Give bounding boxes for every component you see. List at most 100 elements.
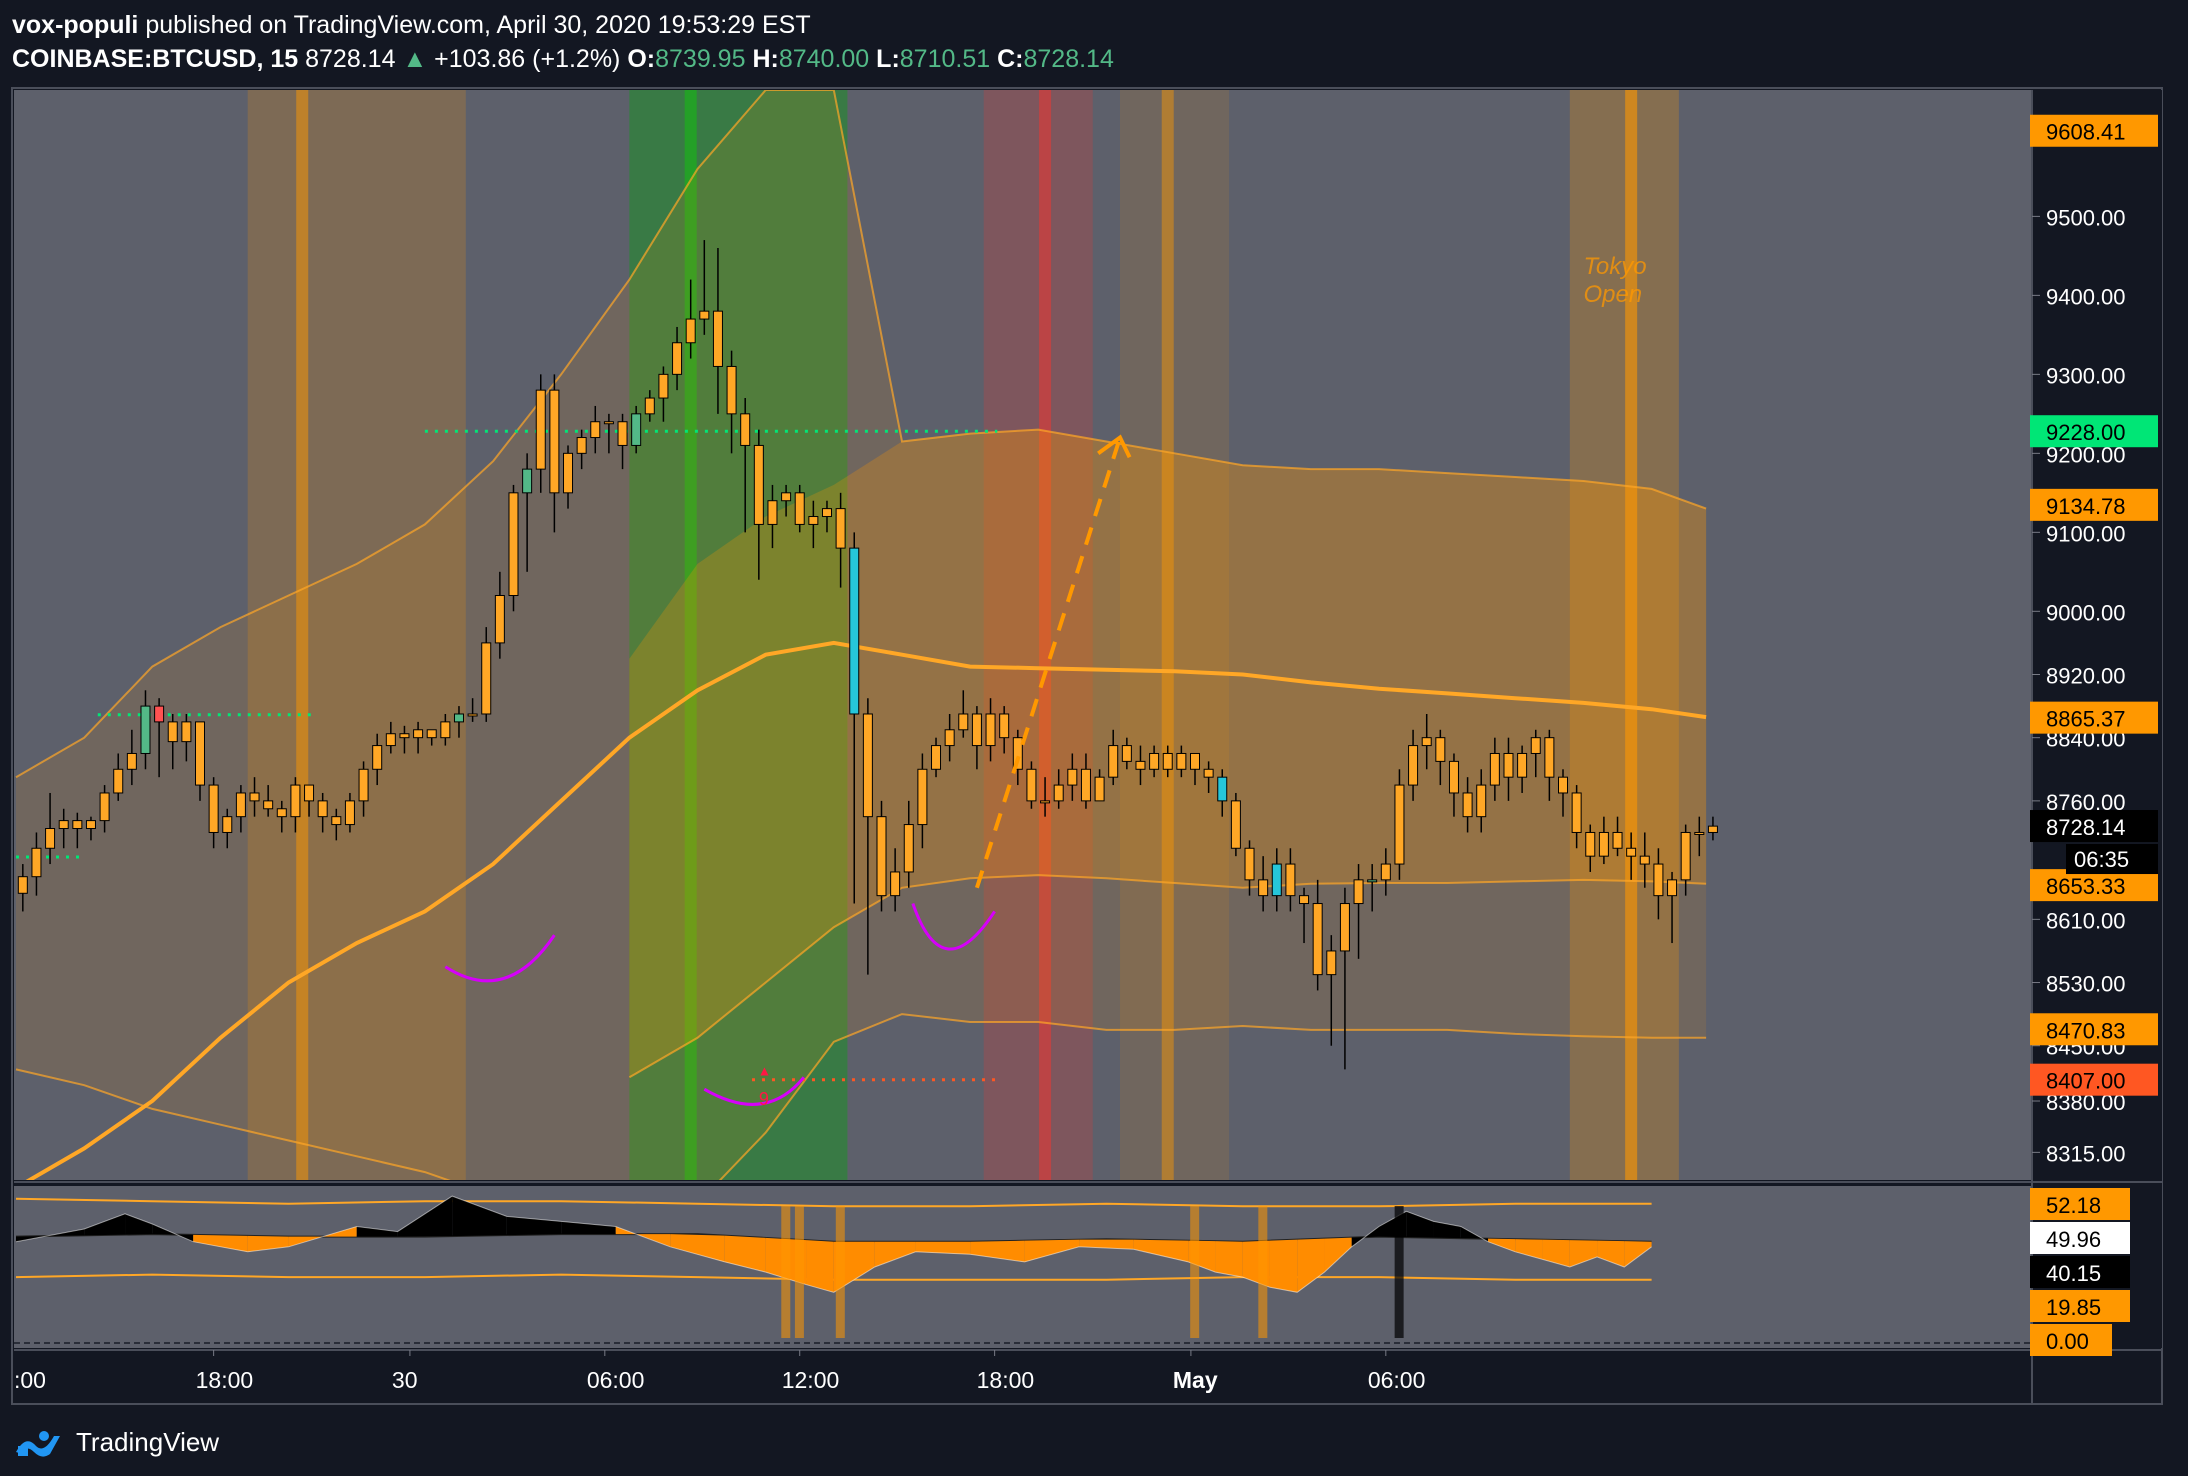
oscillator-pane[interactable] [14, 1186, 2032, 1348]
candle-body [1435, 737, 1446, 762]
candle-body [903, 824, 914, 873]
osc-marker-bar [835, 1206, 845, 1338]
candle-body [154, 705, 165, 723]
candle-body [99, 792, 110, 822]
osc-marker-bar [794, 1206, 804, 1338]
candle-body [1503, 752, 1514, 778]
high-label: H: [752, 45, 779, 73]
candle-body [1326, 950, 1337, 976]
candle-body [222, 816, 233, 833]
candle-body [794, 492, 805, 525]
candle-body [944, 729, 955, 747]
candle-body [1012, 737, 1023, 770]
footer: TradingView [14, 1422, 219, 1462]
candle-body [958, 713, 969, 731]
time-tick-label: 06:00 [587, 1367, 645, 1393]
candle-body [726, 365, 737, 415]
time-tick-label: 18:00 [196, 1367, 254, 1393]
osc-tag-label: 52.18 [2046, 1193, 2101, 1218]
time-tick-label: 30 [392, 1367, 418, 1393]
candle-body [1707, 825, 1718, 833]
candle-body [1258, 879, 1269, 897]
candle-body [1067, 768, 1078, 786]
candle-body [590, 421, 601, 439]
candle-body [1612, 831, 1623, 849]
candle-body [1421, 737, 1432, 747]
price-tag [2030, 869, 2158, 902]
candle-body [1135, 760, 1146, 770]
price-tag-label: 8407.00 [2046, 1069, 2126, 1094]
session-line [684, 90, 697, 1180]
candle-body [631, 413, 642, 446]
osc-fill-segment [1024, 1239, 1080, 1262]
session-band [1569, 90, 1679, 1180]
candle-body [522, 468, 533, 494]
candle-body [85, 820, 96, 830]
price-axis[interactable]: 9500.009400.009300.009200.009100.009000.… [14, 90, 2162, 1404]
price-tag-label: 8728.14 [2046, 815, 2126, 840]
osc-fill-segment [1215, 1241, 1243, 1278]
osc-fill-segment [1569, 1240, 1598, 1267]
candle-body [140, 705, 151, 754]
session-band [629, 90, 848, 1180]
session-band [983, 90, 1093, 1180]
candle-body [331, 816, 342, 826]
candle-body [985, 713, 996, 747]
candle-body [644, 397, 655, 415]
osc-fill-segment [670, 1234, 725, 1262]
candle-body [372, 745, 383, 770]
candle-body [685, 318, 696, 344]
tradingview-logo-icon[interactable] [14, 1424, 68, 1460]
candle-body [1040, 800, 1051, 804]
publish-info: vox-populi published on TradingView.com,… [12, 8, 2162, 42]
candle-body [699, 310, 710, 320]
price-tag [2030, 415, 2158, 448]
candle-body [208, 784, 219, 833]
osc-tag-label: 40.15 [2046, 1261, 2101, 1286]
price-change: +103.86 (+1.2%) [434, 45, 621, 73]
candle-body [358, 768, 369, 802]
osc-fill-segment [1324, 1237, 1352, 1273]
pivot-marker: 9 [759, 1089, 769, 1109]
price-tag [2030, 488, 2158, 521]
osc-fill-segment [125, 1213, 153, 1235]
projection-arrow [975, 436, 1122, 889]
annotation-text: Open [1583, 281, 1642, 308]
osc-fill-segment [356, 1226, 398, 1237]
candle-body [535, 389, 546, 470]
osc-fill-segment [561, 1221, 616, 1235]
candle-body [263, 800, 274, 810]
candle-body [1285, 863, 1296, 897]
candle-body [508, 492, 519, 597]
symbol-name[interactable]: COINBASE:BTCUSD, 15 [12, 45, 299, 73]
pivot-arrow-icon: ▲ [757, 1063, 771, 1079]
last-price: 8728.14 [305, 45, 396, 73]
candle-body [862, 713, 873, 818]
bollinger-fill [16, 90, 1707, 1180]
candle-body [249, 792, 260, 802]
osc-upper-band [15, 1197, 1652, 1208]
time-axis[interactable]: :00 18:00 30 06:00 12:00 18:00 May 06:00 [14, 1350, 1425, 1393]
session-line [1625, 90, 1638, 1180]
candle-body [440, 721, 451, 739]
candle-body [1367, 879, 1378, 883]
candle-body [1489, 752, 1500, 786]
inner-band-lower-line [628, 874, 1707, 1079]
osc-marker-bar [1258, 1206, 1268, 1338]
candle-body [413, 729, 424, 739]
time-tick-label: 06:00 [1368, 1367, 1426, 1393]
candle-body [195, 721, 206, 786]
candle-body [563, 452, 574, 494]
candle-body [1121, 745, 1132, 762]
candle-body [453, 713, 464, 723]
candle-body [113, 768, 124, 794]
osc-fill-segment [1624, 1241, 1652, 1267]
footer-brand[interactable]: TradingView [76, 1426, 220, 1457]
osc-fill-segment [915, 1241, 971, 1255]
publisher-name[interactable]: vox-populi [12, 11, 139, 39]
session-line [1039, 90, 1052, 1180]
candle-body [603, 421, 614, 425]
osc-fill-segment [452, 1196, 507, 1237]
